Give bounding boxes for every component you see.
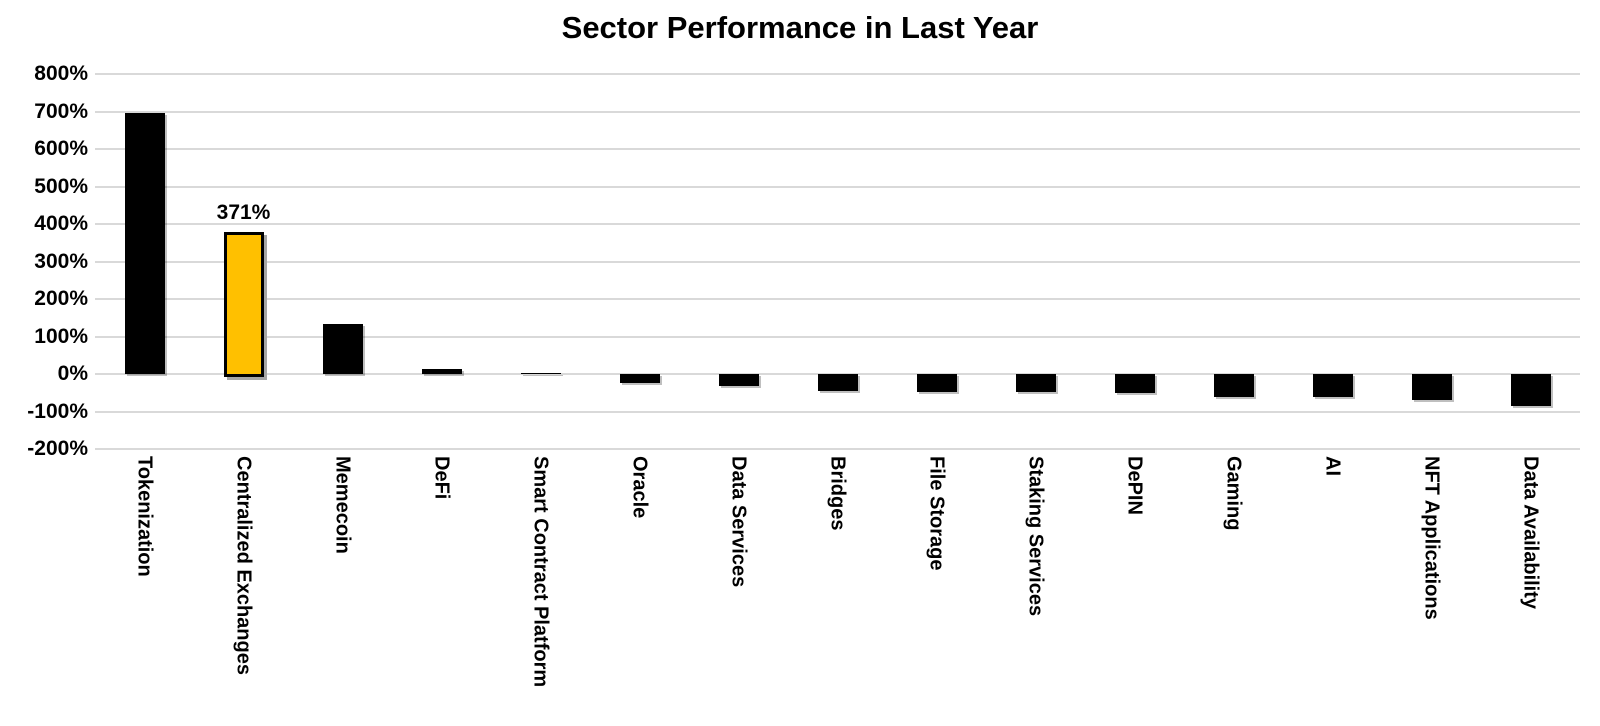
bar-centralized-exchanges xyxy=(223,231,264,377)
x-axis-category-label: Bridges xyxy=(826,456,849,531)
y-axis-tick-label: 200% xyxy=(34,287,88,310)
bar-nft-applications xyxy=(1411,374,1452,400)
x-axis-category-label: Gaming xyxy=(1222,456,1245,531)
x-axis-category-label: File Storage xyxy=(925,456,948,571)
bar-memecoin xyxy=(322,324,363,374)
bar-oracle xyxy=(619,374,660,384)
gridline xyxy=(95,148,1580,150)
bar-ai xyxy=(1312,374,1353,397)
x-axis-category-label: Oracle xyxy=(628,456,651,519)
gridline xyxy=(95,411,1580,413)
bar-defi xyxy=(421,369,462,374)
x-axis-category-label: Smart Contract Platform xyxy=(529,456,552,688)
x-axis-category-label: DeFi xyxy=(430,456,453,500)
y-axis-tick-label: 600% xyxy=(34,137,88,160)
x-axis-category-label: AI xyxy=(1321,456,1344,476)
x-axis-category-label: Data Services xyxy=(727,456,750,588)
y-axis-tick-label: 700% xyxy=(34,100,88,123)
y-axis-tick-label: 800% xyxy=(34,62,88,85)
gridline xyxy=(95,111,1580,113)
bar-data-services xyxy=(718,374,759,387)
x-axis-category-label: Memecoin xyxy=(331,456,354,554)
gridline xyxy=(95,261,1580,263)
chart-title: Sector Performance in Last Year xyxy=(561,10,1039,45)
x-axis-category-label: Staking Services xyxy=(1024,456,1047,617)
x-axis-category-label: DePIN xyxy=(1123,456,1146,515)
y-axis-tick-label: 100% xyxy=(34,325,88,348)
bar-file-storage xyxy=(916,374,957,392)
y-axis-tick-label: 300% xyxy=(34,250,88,273)
gridline xyxy=(95,223,1580,225)
y-axis-tick-label: 500% xyxy=(34,175,88,198)
gridline xyxy=(95,73,1580,75)
x-axis-category-label: Tokenization xyxy=(133,456,156,577)
bar-smart-contract-platform xyxy=(520,372,561,374)
gridline xyxy=(95,298,1580,300)
bar-bridges xyxy=(817,374,858,392)
bar-gaming xyxy=(1213,374,1254,397)
x-axis-category-label: NFT Applications xyxy=(1420,456,1443,620)
bar-depin xyxy=(1114,374,1155,394)
y-axis-tick-label: -200% xyxy=(27,437,88,460)
bar-value-label: 371% xyxy=(216,200,271,224)
bar-staking-services xyxy=(1015,374,1056,393)
x-axis-category-label: Centralized Exchanges xyxy=(232,456,255,675)
gridline xyxy=(95,186,1580,188)
y-axis-tick-label: 0% xyxy=(57,362,88,385)
x-axis-category-label: Data Availability xyxy=(1519,456,1542,610)
bar-tokenization xyxy=(124,113,165,374)
gridline xyxy=(95,448,1580,450)
bar-data-availability xyxy=(1510,374,1551,406)
gridline xyxy=(95,336,1580,338)
y-axis-tick-label: -100% xyxy=(27,400,88,423)
y-axis-tick-label: 400% xyxy=(34,212,88,235)
